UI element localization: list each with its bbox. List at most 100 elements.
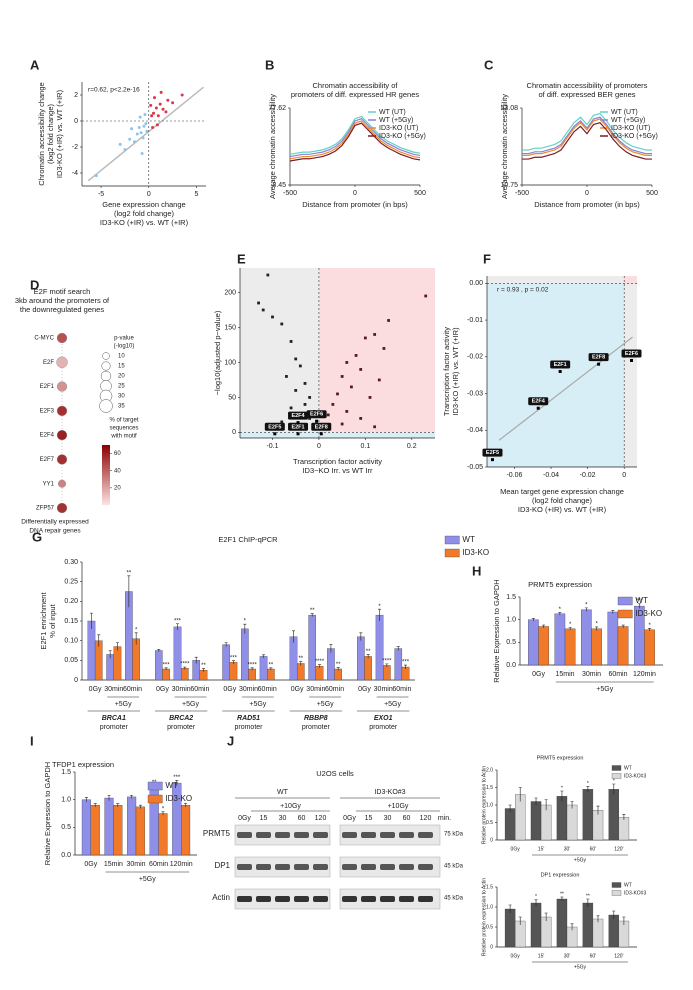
blot-group: WT xyxy=(277,789,289,796)
group-note: promoter xyxy=(167,724,196,731)
point xyxy=(273,432,277,436)
error-bar xyxy=(595,626,599,631)
error-bar xyxy=(586,898,590,907)
series-line xyxy=(522,122,652,160)
point xyxy=(141,136,145,140)
blot-band xyxy=(313,896,328,902)
x-tick-label: 0.2 xyxy=(407,443,417,450)
x-tick-label: 30min xyxy=(172,686,191,693)
treatment-label: +5Gy xyxy=(249,701,266,708)
blot-group: ID3-KO#3 xyxy=(374,789,405,796)
point xyxy=(368,396,372,399)
error-bar xyxy=(84,797,88,802)
point xyxy=(424,294,428,298)
error-bar xyxy=(396,646,400,651)
point xyxy=(156,114,160,118)
point xyxy=(373,425,377,429)
legend-label: 10 xyxy=(118,354,125,360)
x-tick-label: 0Gy xyxy=(223,686,236,693)
fit-line xyxy=(498,336,633,441)
bar xyxy=(530,902,542,948)
x-tick-label: -0.06 xyxy=(506,472,522,479)
bar xyxy=(504,908,516,948)
significance: * xyxy=(587,781,589,787)
error-bar xyxy=(157,649,161,652)
panel-letter: E xyxy=(237,251,246,266)
bar xyxy=(618,817,630,841)
x-tick-label: 15min xyxy=(555,671,574,678)
legend-label: 30 xyxy=(118,394,125,400)
lane-label: 15 xyxy=(365,815,373,822)
x-tick-label: 0Gy xyxy=(291,686,304,693)
point xyxy=(350,385,353,389)
significance: *** xyxy=(402,660,410,666)
point-label: E2F6 xyxy=(310,412,323,418)
legend-label: WT (UT) xyxy=(611,109,638,116)
x-tick-label: -0.04 xyxy=(543,472,559,479)
dot xyxy=(56,454,68,465)
legend-label: 15 xyxy=(118,364,125,370)
y-tick-label: 1.0 xyxy=(486,802,493,808)
error-bar xyxy=(310,613,314,617)
blot-band xyxy=(399,864,414,870)
legend-swatch xyxy=(611,765,622,771)
point xyxy=(326,413,330,417)
bar xyxy=(113,805,123,856)
bar xyxy=(554,613,566,666)
point xyxy=(490,458,494,462)
y-tick-label: 0 xyxy=(232,429,236,436)
panel-letter: D xyxy=(30,277,39,292)
blot-band xyxy=(380,832,395,838)
blot-band xyxy=(275,864,290,870)
error-bar xyxy=(184,803,188,807)
x-tick-label: 60min xyxy=(392,686,411,693)
lane-label: 120 xyxy=(420,815,432,822)
point xyxy=(296,432,300,436)
y-tick-label: 10.75 xyxy=(500,182,518,189)
y-tick-label: 77.62 xyxy=(268,105,286,112)
x-tick-label: 0Gy xyxy=(358,686,371,693)
panel-letter: A xyxy=(30,57,40,72)
y-axis-label: Relative protein expression to Actin xyxy=(481,878,487,956)
point xyxy=(138,115,142,119)
error-bar xyxy=(534,797,538,805)
x-tick-label: 15' xyxy=(538,953,545,959)
y-tick-label: 1.5 xyxy=(61,769,71,776)
category-label: E2F xyxy=(43,360,54,366)
error-bar xyxy=(93,803,97,807)
blot-title: U2OS cells xyxy=(316,769,354,778)
point xyxy=(354,354,358,357)
legend-dot xyxy=(99,399,113,413)
y-tick-label: -0.01 xyxy=(467,317,483,324)
y-axis-label: E2F1 enrichment xyxy=(39,592,48,650)
blot-band xyxy=(361,832,376,838)
category-label: E2F4 xyxy=(40,433,55,439)
point-label-box xyxy=(550,360,571,369)
y-tick-label: 0.5 xyxy=(486,924,493,930)
bar xyxy=(173,626,182,681)
y-tick-label: 1.0 xyxy=(486,904,493,910)
bar xyxy=(289,636,298,681)
treatment-label: +5Gy xyxy=(139,876,156,883)
bar xyxy=(135,806,145,856)
x-tick-label: -5 xyxy=(98,191,104,198)
dot xyxy=(56,405,68,416)
significance: *** xyxy=(636,598,644,604)
x-tick-label: -500 xyxy=(515,190,529,197)
y-tick-label: 1.0 xyxy=(61,797,71,804)
point xyxy=(137,126,141,129)
blot-band xyxy=(418,832,433,838)
y-tick-label: -4 xyxy=(72,170,78,177)
y-tick-label: 100 xyxy=(224,359,236,366)
region xyxy=(624,276,637,284)
y-tick-label: 50 xyxy=(228,394,236,401)
bar xyxy=(94,640,103,681)
x-axis-label: Distance from promoter (in bps) xyxy=(534,200,640,209)
treatment-label: +5Gy xyxy=(317,701,334,708)
blot-band xyxy=(399,896,414,902)
legend-label: ID3-KO xyxy=(462,548,489,557)
error-bar xyxy=(176,623,180,631)
group-label: RBBP8 xyxy=(304,715,328,722)
chart-title: 3kb around the promoters of xyxy=(15,296,110,305)
lane-label: 0Gy xyxy=(343,815,356,822)
